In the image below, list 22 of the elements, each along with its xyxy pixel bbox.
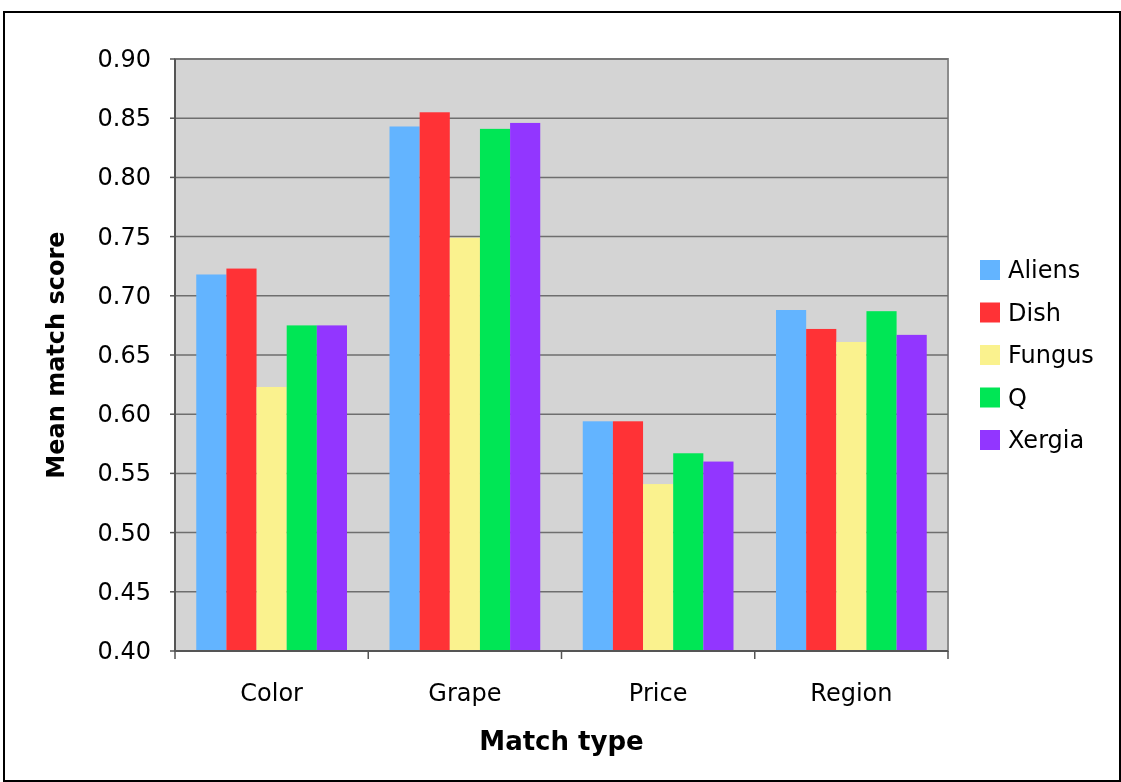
legend-label: Dish	[1008, 298, 1061, 327]
x-tick-label: Price	[628, 679, 688, 707]
x-tick-label: Region	[810, 679, 893, 707]
y-tick-label: 0.50	[97, 518, 151, 547]
legend-label: Fungus	[1008, 341, 1094, 369]
y-tick-label: 0.75	[97, 222, 151, 251]
y-axis-title: Mean match score	[42, 231, 70, 479]
y-tick-label: 0.60	[97, 400, 151, 429]
y-tick-label: 0.90	[97, 45, 151, 73]
y-tick-label: 0.65	[97, 341, 151, 369]
x-tick-label: Grape	[428, 679, 502, 707]
legend-label: Q	[1008, 383, 1027, 412]
y-tick-label: 0.85	[97, 104, 151, 133]
y-tick-label: 0.80	[97, 163, 151, 192]
x-axis-title: Match type	[479, 726, 644, 756]
legend-label: Xergia	[1008, 426, 1085, 454]
y-tick-label: 0.70	[97, 281, 151, 310]
legend-label: Aliens	[1008, 256, 1081, 284]
y-tick-label: 0.55	[97, 459, 151, 488]
y-tick-label: 0.40	[97, 637, 151, 665]
y-tick-label: 0.45	[97, 577, 151, 606]
x-tick-label: Color	[240, 679, 304, 707]
